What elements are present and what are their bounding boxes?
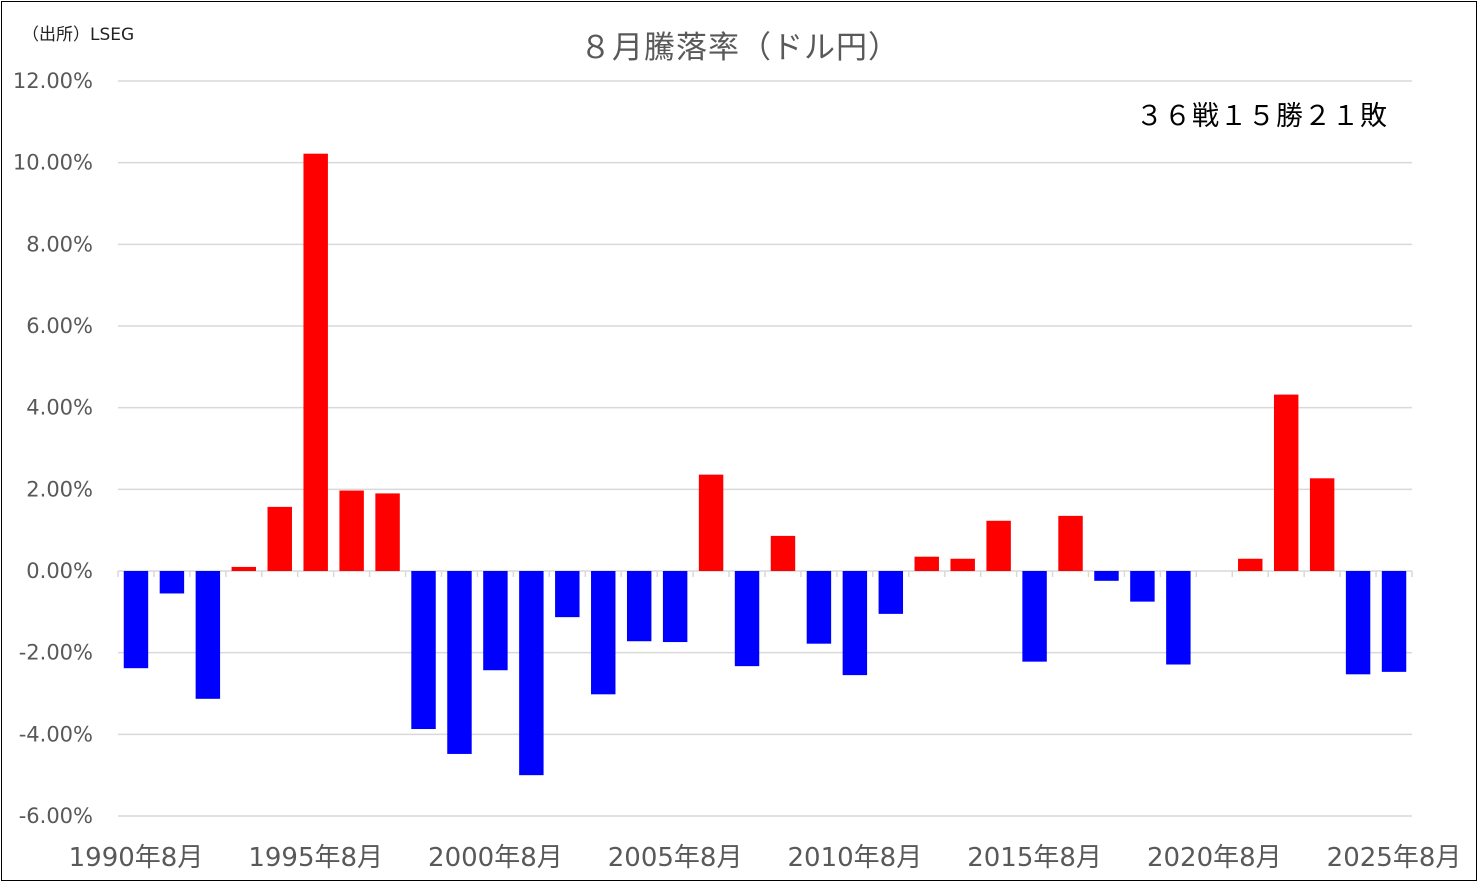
y-axis-ticks: 12.00% 10.00% 8.00% 6.00% 4.00% 2.00% 0.00% -2.… <box>13 69 93 828</box>
bar-1992年8月 <box>195 571 221 699</box>
y-tick-label: 0.00% <box>26 559 93 583</box>
bar-2018年8月 <box>1130 571 1155 602</box>
bar-1991年8月 <box>159 571 185 594</box>
bar-2004年8月 <box>626 571 652 642</box>
bar-2024年8月 <box>1345 571 1371 675</box>
bar-1994年8月 <box>267 506 292 571</box>
bar-2005年8月 <box>662 571 688 643</box>
bar-2022年8月 <box>1273 394 1299 571</box>
source-note: （出所）LSEG <box>22 25 135 45</box>
y-tick-label: 8.00% <box>26 232 93 256</box>
bar-2025年8月 <box>1381 571 1407 672</box>
x-tick-label: 2025年8月 <box>1327 843 1462 873</box>
bar-2007年8月 <box>734 571 760 667</box>
gridlines <box>117 80 1413 817</box>
bar-1999年8月 <box>447 571 472 754</box>
y-tick-label: 12.00% <box>13 69 93 93</box>
bar-2010年8月 <box>842 571 868 676</box>
chart-title: ８月騰落率（ドル円） <box>580 30 900 66</box>
record-annotation: ３６戦１５勝２１敗 <box>1136 101 1388 132</box>
bar-1990年8月 <box>123 571 149 669</box>
x-tick-label: 2005年8月 <box>608 843 743 873</box>
bar-2013年8月 <box>950 558 975 571</box>
y-tick-label: 6.00% <box>26 314 93 338</box>
x-tick-label: 2000年8月 <box>428 843 563 873</box>
bar-1993年8月 <box>231 566 257 571</box>
bar-2016年8月 <box>1058 515 1083 571</box>
bar-2001年8月 <box>519 571 544 776</box>
x-tick-label: 2015年8月 <box>967 843 1102 873</box>
x-tick-label: 2010年8月 <box>788 843 923 873</box>
bar-2008年8月 <box>770 535 796 571</box>
bar-2023年8月 <box>1309 478 1335 571</box>
x-tick-label: 1995年8月 <box>248 843 383 873</box>
bar-2002年8月 <box>555 571 580 618</box>
bar-2000年8月 <box>483 571 508 671</box>
bar-2021年8月 <box>1238 558 1263 571</box>
y-tick-label: -4.00% <box>19 722 93 746</box>
bar-2003年8月 <box>591 571 616 695</box>
y-tick-label: 2.00% <box>26 477 93 501</box>
bar-2006年8月 <box>698 474 724 571</box>
x-tick-label: 2020年8月 <box>1147 843 1282 873</box>
y-tick-label: 10.00% <box>13 151 93 175</box>
bar-2011年8月 <box>878 571 904 614</box>
bar-1995年8月 <box>303 153 328 571</box>
y-tick-label: 4.00% <box>26 396 93 420</box>
y-tick-label: -2.00% <box>19 641 93 665</box>
bar-2012年8月 <box>914 556 939 571</box>
bar-2019年8月 <box>1166 571 1191 665</box>
bar-1996年8月 <box>339 490 364 571</box>
bars <box>123 153 1407 776</box>
bar-2015年8月 <box>1022 571 1047 662</box>
x-axis-ticks: 1990年8月 1995年8月 2000年8月 2005年8月 2010年8月 2015年… <box>69 843 1462 873</box>
bar-2017年8月 <box>1094 571 1119 581</box>
y-tick-label: -6.00% <box>19 804 93 828</box>
bar-2014年8月 <box>986 520 1011 571</box>
bar-1998年8月 <box>411 571 436 730</box>
x-tick-label: 1990年8月 <box>69 843 204 873</box>
bar-1997年8月 <box>375 493 400 571</box>
bar-2009年8月 <box>806 571 832 644</box>
